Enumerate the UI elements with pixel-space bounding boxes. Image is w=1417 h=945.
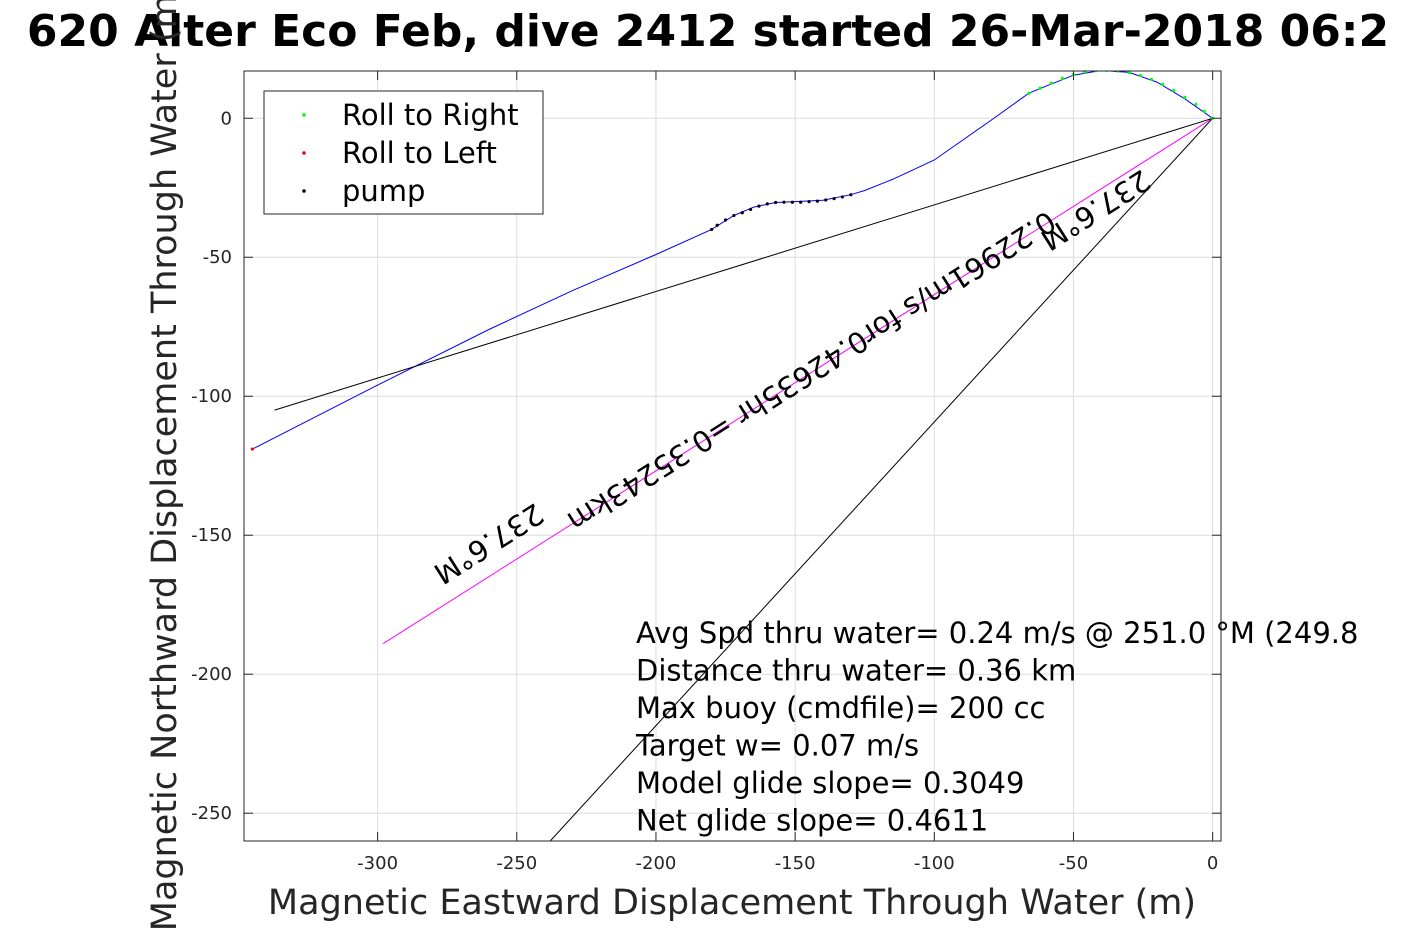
y-tick-label: -250 xyxy=(191,803,232,824)
info-line-5: Net glide slope= 0.4611 xyxy=(636,804,988,838)
marker-roll-right xyxy=(1183,95,1187,100)
x-tick-label: -250 xyxy=(496,853,537,874)
y-tick-label: -50 xyxy=(203,247,232,268)
info-line-0: Avg Spd thru water= 0.24 m/s @ 251.0 °M … xyxy=(636,616,1358,650)
series-line-2 xyxy=(274,117,1213,411)
marker-pump xyxy=(832,196,836,201)
marker-pump xyxy=(790,200,794,204)
marker-pump xyxy=(715,223,719,227)
y-tick-label: -150 xyxy=(191,525,232,546)
marker-roll-right xyxy=(1149,77,1154,81)
marker-pump xyxy=(799,200,803,204)
marker-roll-left xyxy=(250,447,254,451)
ticks-group: -300 -250 -200 -150 -100 -50 0 0 -50 -100 -150 -200… xyxy=(191,71,1221,874)
series-line-0 xyxy=(252,71,1213,450)
info-group: Avg Spd thru water= 0.24 m/s @ 251.0 °M … xyxy=(635,616,1358,838)
legend-marker-pump xyxy=(302,189,306,193)
marker-pump xyxy=(840,195,845,199)
y-tick-label: 0 xyxy=(221,108,232,129)
series-group xyxy=(252,71,1213,841)
x-tick-label: -100 xyxy=(914,853,955,874)
legend-label-roll-right: Roll to Right xyxy=(342,98,519,132)
legend: Roll to Right Roll to Left pump xyxy=(263,90,544,215)
marker-pump xyxy=(740,211,744,215)
y-tick-label: -100 xyxy=(191,386,232,407)
series-line-1 xyxy=(382,117,1213,645)
legend-box xyxy=(263,90,544,215)
x-tick-label: -200 xyxy=(636,853,677,874)
plot-frame xyxy=(243,70,1222,842)
marker-roll-right xyxy=(1127,71,1131,75)
x-tick-label: -150 xyxy=(775,853,816,874)
marker-pump xyxy=(849,193,853,197)
marker-pump xyxy=(757,204,761,208)
marker-roll-right xyxy=(1060,76,1064,81)
marker-roll-right xyxy=(1194,102,1198,106)
legend-label-roll-left: Roll to Left xyxy=(342,136,497,170)
y-tick-label: -200 xyxy=(191,664,232,685)
marker-pump xyxy=(710,227,714,232)
marker-roll-right xyxy=(1038,86,1042,90)
marker-roll-right xyxy=(1202,109,1206,113)
marker-pump xyxy=(732,213,736,218)
marker-pump xyxy=(723,218,728,222)
info-line-3: Target w= 0.07 m/s xyxy=(635,729,919,763)
x-tick-label: -50 xyxy=(1059,853,1088,874)
chart-title: 620 Alter Eco Feb, dive 2412 started 26-… xyxy=(27,6,1389,57)
info-line-1: Distance thru water= 0.36 km xyxy=(636,654,1076,688)
info-line-2: Max buoy (cmdfile)= 200 cc xyxy=(636,691,1045,725)
y-axis-label: Magnetic Northward Displacement Through … xyxy=(145,0,185,931)
marker-pump xyxy=(807,200,811,204)
marker-roll-right xyxy=(1160,82,1165,86)
marker-roll-right xyxy=(1083,71,1087,74)
marker-pump xyxy=(765,202,769,206)
marker-pump xyxy=(748,207,753,212)
marker-pump xyxy=(824,198,828,202)
marker-roll-right xyxy=(1105,71,1109,73)
marker-roll-right xyxy=(1027,91,1031,95)
legend-marker-roll-right xyxy=(302,113,306,117)
legend-label-pump: pump xyxy=(342,174,425,208)
x-tick-label: 0 xyxy=(1207,853,1218,874)
x-axis-label: Magnetic Eastward Displacement Through W… xyxy=(268,883,1196,923)
marker-roll-right xyxy=(1049,81,1053,85)
x-tick-label: -300 xyxy=(357,853,398,874)
legend-marker-roll-left xyxy=(302,151,306,155)
marker-pump xyxy=(815,199,819,203)
series-line-3 xyxy=(549,117,1213,841)
marker-roll-right xyxy=(1138,73,1142,78)
marker-pump xyxy=(774,200,778,205)
info-line-4: Model glide slope= 0.3049 xyxy=(636,766,1024,800)
marker-roll-right xyxy=(1172,88,1176,93)
marker-pump xyxy=(782,200,786,204)
